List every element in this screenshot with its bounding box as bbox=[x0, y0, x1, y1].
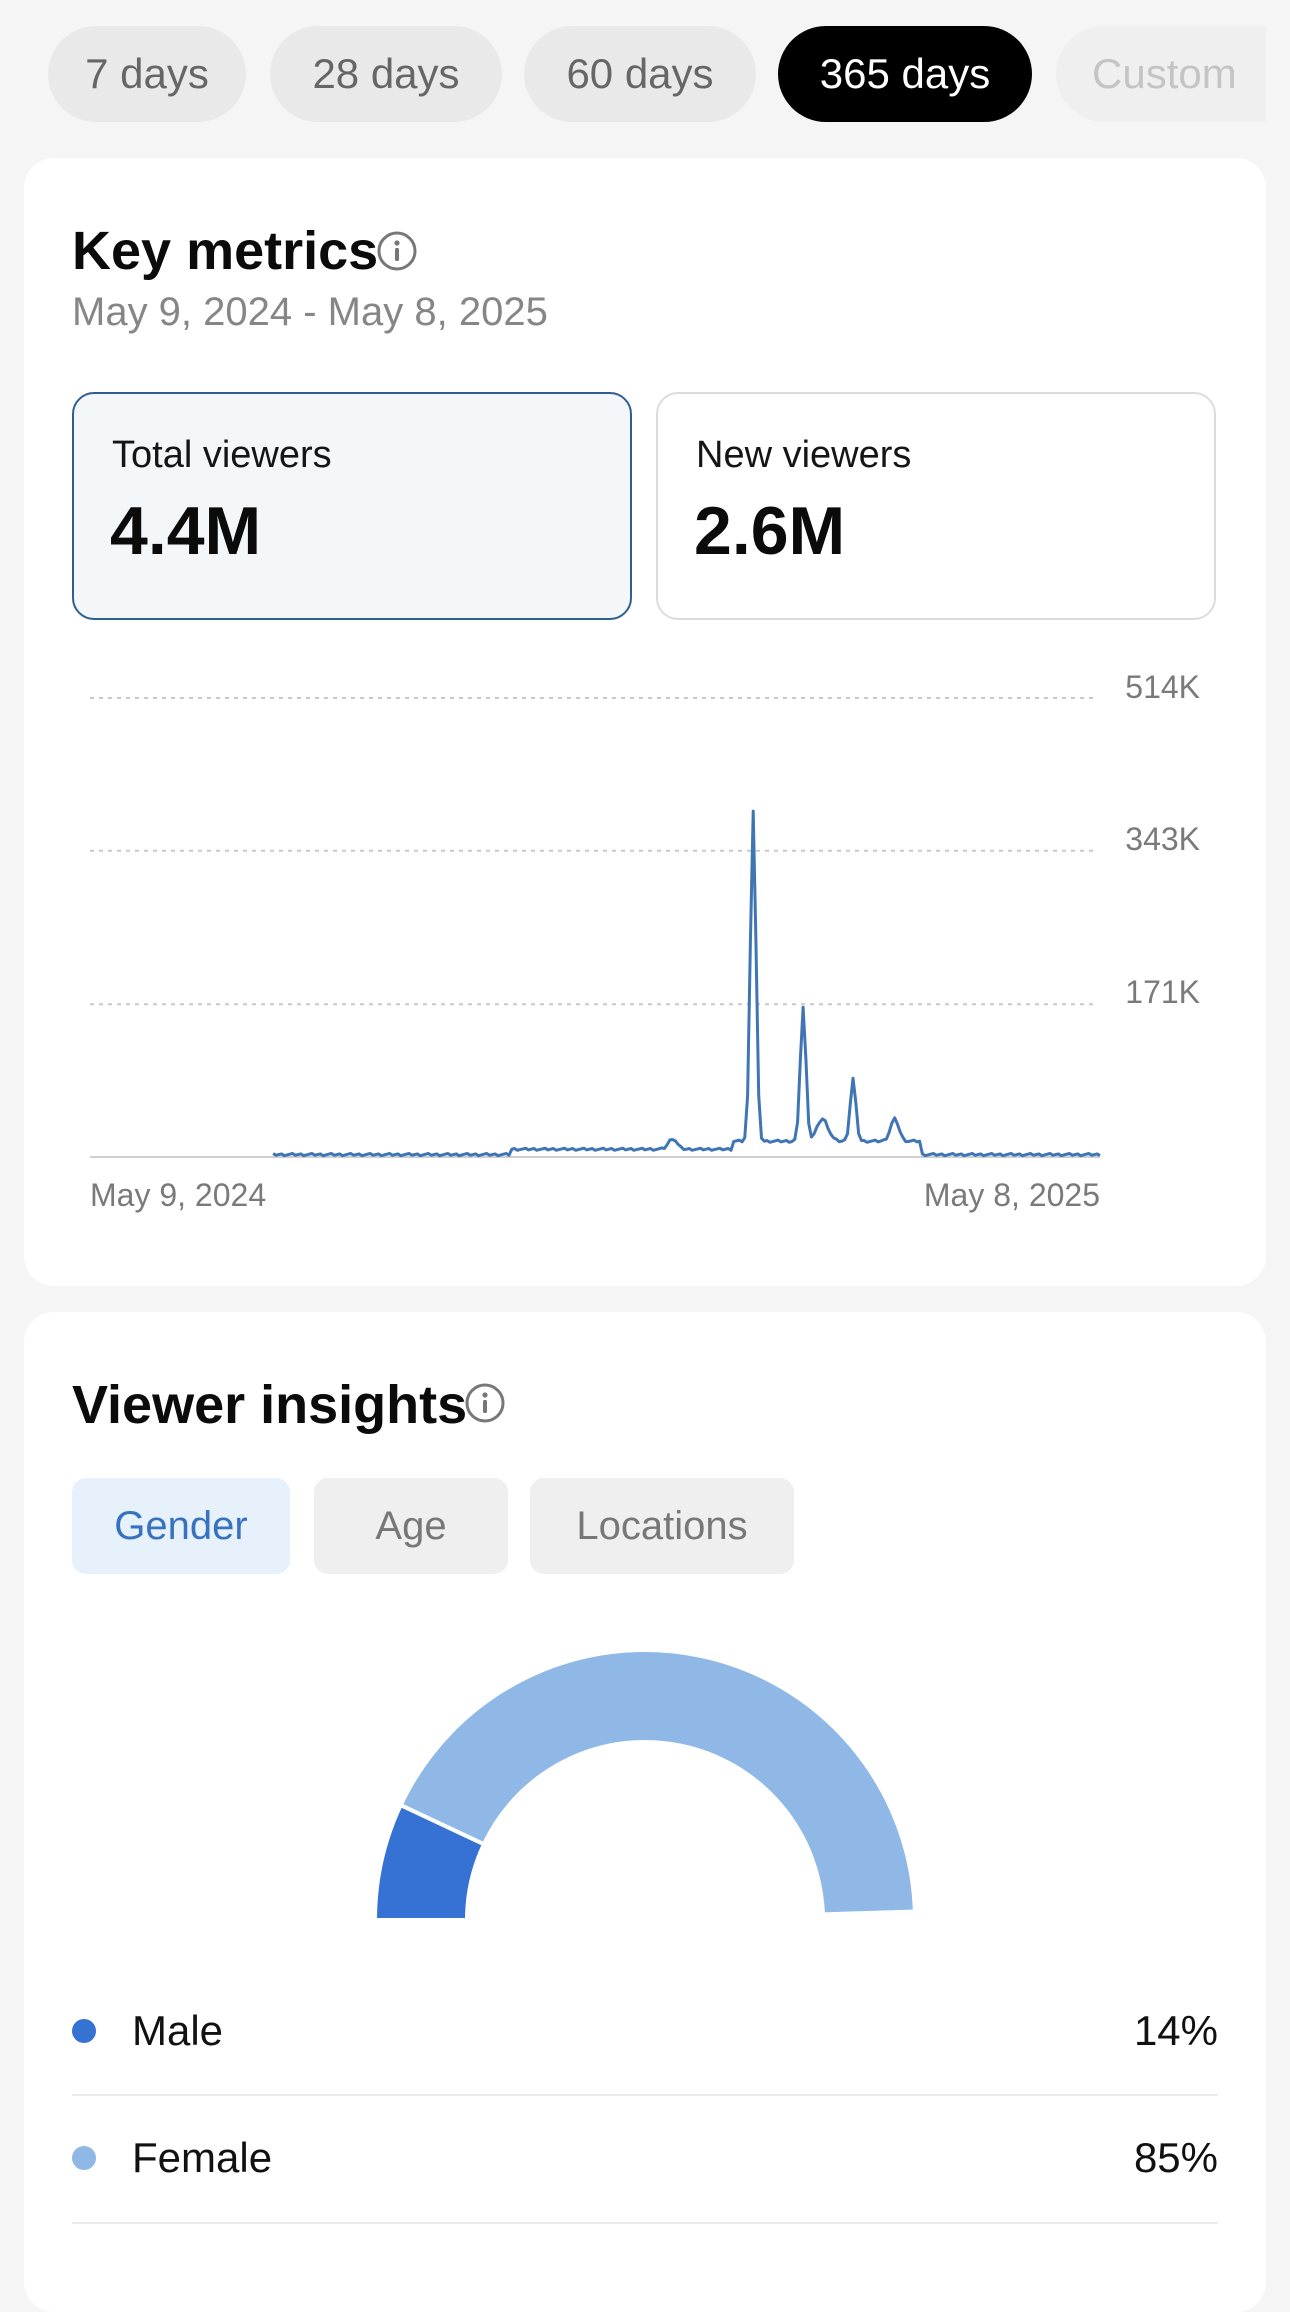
divider bbox=[72, 2222, 1218, 2224]
key-metrics-title: Key metrics bbox=[72, 221, 379, 281]
chart-grid bbox=[90, 697, 1096, 1006]
gauge-segment-female bbox=[398, 1648, 917, 1917]
info-icon[interactable] bbox=[376, 230, 418, 272]
series-line-total-viewers bbox=[272, 809, 1101, 1158]
metric-label: New viewers bbox=[696, 434, 912, 476]
metric-card-new-viewers[interactable]: New viewers 2.6M bbox=[656, 392, 1216, 620]
male-color-dot bbox=[72, 2019, 96, 2043]
chip-60-days[interactable]: 60 days bbox=[524, 26, 756, 122]
x-tick-label: May 8, 2025 bbox=[924, 1177, 1100, 1213]
legend-label: Female bbox=[132, 2134, 273, 2181]
info-icon[interactable] bbox=[464, 1382, 506, 1424]
period-selector: 7 days 28 days 60 days 365 days Custom bbox=[0, 0, 1290, 160]
chip-28-days[interactable]: 28 days bbox=[270, 26, 502, 122]
y-axis-ticks: 514K 343K 171K bbox=[1125, 669, 1200, 1010]
divider bbox=[72, 2094, 1218, 2096]
chip-custom[interactable]: Custom bbox=[1056, 26, 1266, 122]
legend-row-male: Male 14% bbox=[72, 1968, 1218, 2094]
key-metrics-card: Key metrics May 9, 2024 - May 8, 2025 To… bbox=[24, 158, 1266, 1286]
viewer-insights-title: Viewer insights bbox=[72, 1375, 468, 1435]
gender-gauge-chart bbox=[372, 1648, 917, 1922]
tab-gender[interactable]: Gender bbox=[72, 1478, 290, 1574]
legend-label: Male bbox=[132, 2007, 224, 2054]
legend-percent: 14% bbox=[1133, 2007, 1218, 2054]
viewers-line-chart: 514K 343K 171K May 9, 2024 May 8, 2025 bbox=[90, 669, 1200, 1213]
metric-label: Total viewers bbox=[112, 434, 332, 476]
chip-7-days[interactable]: 7 days bbox=[48, 26, 246, 122]
y-tick-label: 171K bbox=[1125, 974, 1200, 1010]
y-tick-label: 343K bbox=[1125, 821, 1200, 857]
female-color-dot bbox=[72, 2146, 96, 2170]
x-tick-label: May 9, 2024 bbox=[90, 1177, 266, 1213]
metric-value: 4.4M bbox=[110, 493, 262, 569]
metric-card-total-viewers[interactable]: Total viewers 4.4M bbox=[72, 392, 632, 620]
date-range: May 9, 2024 - May 8, 2025 bbox=[72, 290, 548, 334]
tab-locations[interactable]: Locations bbox=[530, 1478, 794, 1574]
tab-age[interactable]: Age bbox=[314, 1478, 508, 1574]
legend-percent: 85% bbox=[1133, 2134, 1218, 2181]
metric-value: 2.6M bbox=[694, 493, 846, 569]
chip-365-days[interactable]: 365 days bbox=[778, 26, 1032, 122]
legend-row-female: Female 85% bbox=[72, 2095, 1218, 2221]
y-tick-label: 514K bbox=[1125, 669, 1200, 705]
